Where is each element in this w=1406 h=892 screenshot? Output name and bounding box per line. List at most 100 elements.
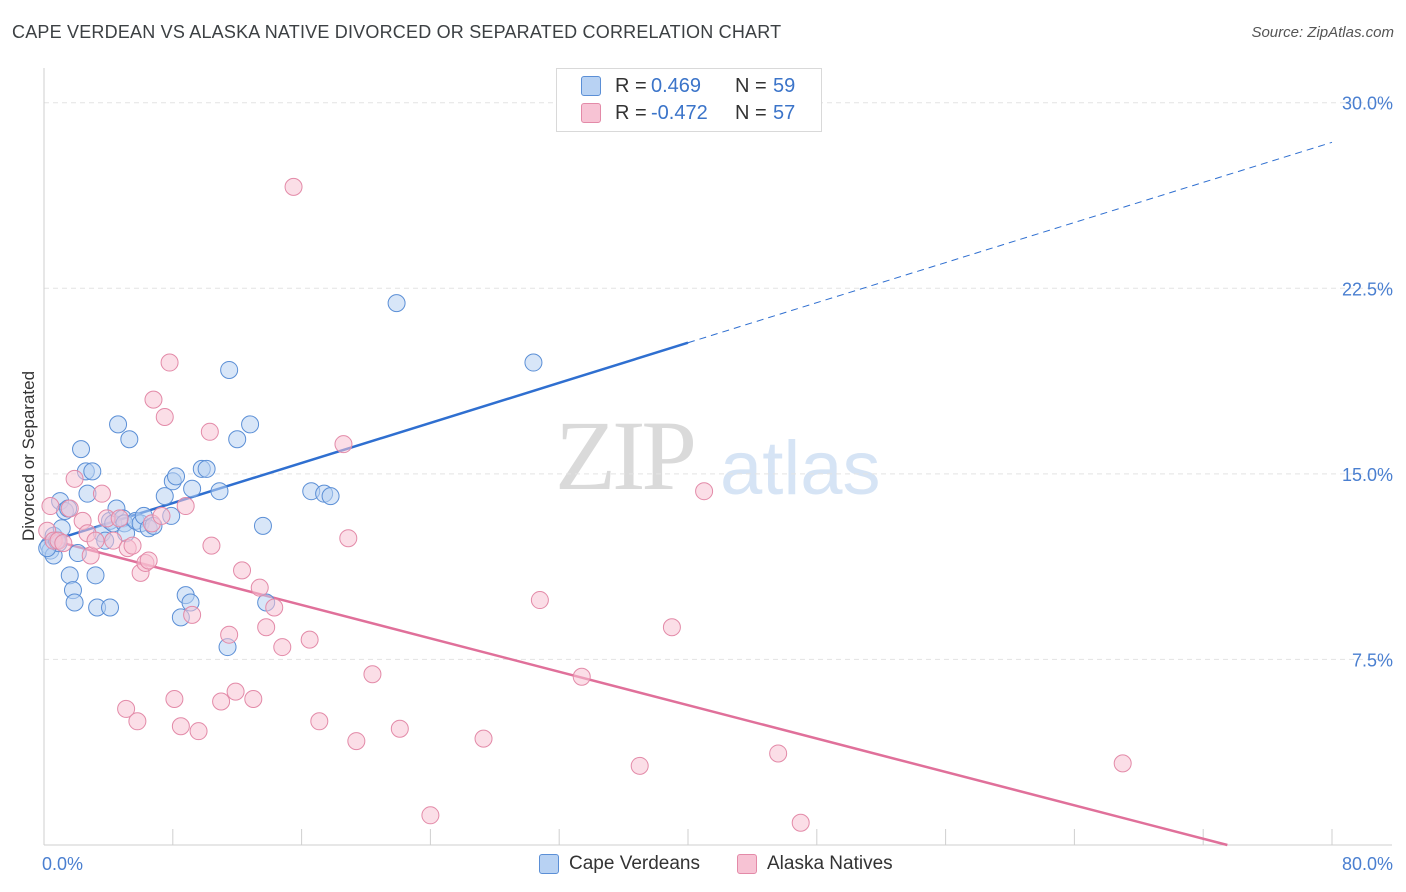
alaska-native-point [144,390,163,409]
alaska-native-point [92,484,111,503]
alaska-native-point [220,625,239,644]
alaska-native-point [363,665,382,684]
cape-verdean-point [65,593,84,612]
y-tick-label: 30.0% [1342,94,1393,114]
alaska-native-point [769,744,788,763]
cape-verdean-point [321,487,340,506]
cape-verdean-trend-extension [687,141,1333,344]
cape-verdean-point [83,462,102,481]
alaska-native-point [202,536,221,555]
cape-verdean-point [253,516,272,535]
cape-verdean-point [183,479,202,498]
alaska-native-point [233,561,252,580]
cape-verdean-point [241,415,260,434]
alaska-native-point [244,690,263,709]
correlation-legend: R = 0.469 N = 59 R = -0.472 N = 57 [556,68,822,132]
alaska-native-point [265,598,284,617]
legend-row-cape-verdeans: R = 0.469 N = 59 [581,74,795,98]
alaska-native-point [347,732,366,751]
alaska-native-trend-line [43,536,1228,847]
axes [43,68,1392,846]
pink-swatch [581,103,601,123]
alaska-native-point [284,177,303,196]
alaska-native-point [128,712,147,731]
r-value: 0.469 [651,74,702,97]
alaska-native-point [171,717,190,736]
alaska-native-point [54,534,73,553]
trend-lines [43,141,1333,847]
alaska-native-point [695,482,714,501]
alaska-native-point [152,506,171,525]
cape-verdean-point [197,459,216,478]
alaska-native-point [189,722,208,741]
alaska-native-point [257,618,276,637]
n-label: N = [735,101,767,124]
r-value: -0.472 [651,101,708,124]
alaska-native-point [176,497,195,516]
legend-item-alaska-natives: Alaska Natives [737,852,893,876]
legend-item-cape-verdeans: Cape Verdeans [539,852,700,876]
cape-verdean-point [387,294,406,313]
alaska-native-point [226,682,245,701]
cape-verdean-trend-line [43,341,689,545]
data-points [38,177,1132,832]
alaska-native-point [300,630,319,649]
alaska-native-point [183,605,202,624]
cape-verdean-point [60,566,79,585]
source-label: Source: ZipAtlas.com [1251,24,1394,41]
alaska-native-point [421,806,440,825]
alaska-native-point [155,407,174,426]
y-tick-label: 7.5% [1352,650,1393,670]
cape-verdean-point [210,482,229,501]
n-value: 57 [773,101,796,124]
n-label: N = [735,74,767,97]
cape-verdean-point [167,467,186,486]
legend-label: Alaska Natives [767,853,893,874]
alaska-native-point [60,499,79,518]
tick-labels: 7.5% 15.0% 22.5% 30.0% 0.0% 80.0% [42,94,1393,874]
alaska-native-point [123,536,142,555]
chart-title: CAPE VERDEAN VS ALASKA NATIVE DIVORCED O… [12,22,782,42]
alaska-native-point [65,469,84,488]
alaska-native-point [572,667,591,686]
cape-verdean-point [86,566,105,585]
cape-verdean-point [109,415,128,434]
alaska-native-point [104,531,123,550]
alaska-native-point [310,712,329,731]
alaska-native-point [530,591,549,610]
cape-verdean-point [101,598,120,617]
alaska-native-point [390,719,409,738]
watermark-atlas: atlas [720,426,881,511]
legend-label: Cape Verdeans [569,853,700,874]
cape-verdean-point [524,353,543,372]
r-label: R = [615,101,647,124]
blue-swatch [581,76,601,96]
alaska-native-point [86,531,105,550]
alaska-native-point [110,509,129,528]
cape-verdean-point [72,440,91,459]
pink-swatch [737,854,757,874]
x-tick-label: 80.0% [1342,854,1393,874]
alaska-native-point [117,699,136,718]
alaska-native-point [334,435,353,454]
alaska-native-point [250,578,269,597]
alaska-native-point [273,638,292,657]
alaska-native-point [339,529,358,548]
alaska-native-point [165,690,184,709]
cape-verdean-point [228,430,247,449]
alaska-native-point [474,729,493,748]
alaska-native-point [662,618,681,637]
y-tick-label: 15.0% [1342,465,1393,485]
watermark-zip: ZIP [555,400,697,511]
cape-verdean-point [120,430,139,449]
r-label: R = [615,74,647,97]
blue-swatch [539,854,559,874]
alaska-native-point [139,551,158,570]
y-axis-label: Divorced or Separated [19,371,38,541]
alaska-native-point [1113,754,1132,773]
alaska-native-point [160,353,179,372]
alaska-native-point [791,813,810,832]
alaska-native-point [200,422,219,441]
alaska-native-point [41,497,60,516]
alaska-native-point [212,692,231,711]
